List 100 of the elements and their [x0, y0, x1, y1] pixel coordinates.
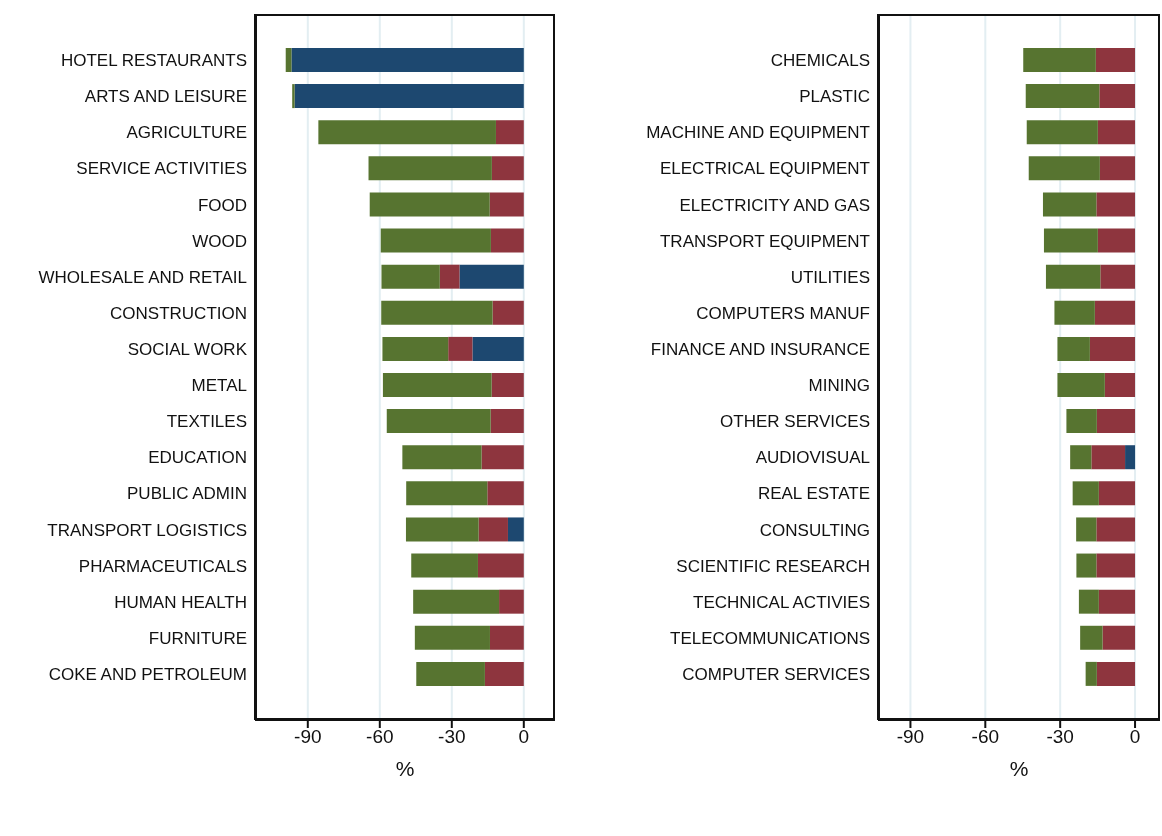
y-tick-label: HOTEL RESTAURANTS [60, 51, 247, 71]
bar [1025, 84, 1100, 109]
x-axis-title: % [1009, 757, 1029, 780]
y-tick-label: WHOLESALE AND RETAIL [38, 267, 247, 287]
bar [1023, 48, 1096, 72]
y-tick-label: SERVICE ACTIVITIES [76, 159, 247, 179]
y-tick-label: PLASTIC [799, 87, 870, 107]
bar [411, 553, 478, 578]
y-tick-label: TRANSPORT EQUIPMENT [659, 231, 870, 251]
bar [386, 409, 491, 434]
x-tick-label: -30 [438, 726, 466, 748]
bar [1100, 264, 1136, 289]
bar [1098, 481, 1136, 506]
y-tick-label: WOOD [192, 231, 247, 251]
bar [1070, 445, 1092, 470]
bar [1080, 625, 1103, 650]
bar [1066, 409, 1097, 434]
y-tick-label: CHEMICALS [770, 51, 870, 71]
bar [1078, 589, 1099, 614]
bar [416, 661, 485, 686]
y-tick-label: COMPUTER SERVICES [682, 664, 870, 684]
y-tick-label: TRANSPORT LOGISTICS [47, 520, 247, 540]
bar [1045, 264, 1101, 289]
y-tick-label: ELECTRICAL EQUIPMENT [659, 159, 870, 179]
bar [1096, 553, 1136, 578]
x-tick-label: -60 [971, 726, 1000, 748]
bar [448, 336, 473, 361]
bar [491, 156, 524, 181]
y-tick-label: HUMAN HEALTH [114, 592, 247, 612]
bar [1097, 120, 1136, 145]
bar [507, 517, 524, 542]
y-tick-label: OTHER SERVICES [720, 412, 870, 432]
bar [1076, 517, 1097, 542]
y-tick-label: FURNITURE [148, 628, 247, 648]
bar [1096, 517, 1136, 542]
bar [472, 336, 524, 361]
bar [489, 625, 524, 650]
y-tick-label: COKE AND PETROLEUM [48, 664, 247, 684]
bar [291, 48, 524, 72]
bar [439, 264, 460, 289]
bar [1099, 156, 1136, 181]
y-tick-label: MACHINE AND EQUIPMENT [646, 123, 870, 143]
y-tick-label: MINING [808, 376, 870, 396]
bar [406, 481, 488, 506]
bar [478, 517, 508, 542]
bar [1076, 553, 1097, 578]
y-tick-label: AUDIOVISUAL [755, 448, 870, 468]
x-tick-label: -90 [294, 726, 322, 748]
bar [477, 553, 524, 578]
bar [318, 120, 496, 145]
bar [484, 661, 524, 686]
bar [487, 481, 524, 506]
y-tick-label: SOCIAL WORK [127, 339, 248, 359]
bar [481, 445, 524, 470]
bar [491, 373, 524, 397]
y-tick-label: ELECTRICITY AND GAS [679, 195, 870, 215]
y-tick-label: PHARMACEUTICALS [78, 556, 247, 576]
bar [1099, 84, 1136, 109]
bar [1102, 625, 1136, 650]
bar [1026, 120, 1098, 145]
bar [381, 300, 493, 325]
y-tick-label: CONSULTING [759, 520, 870, 540]
bar [489, 192, 524, 217]
bar [1125, 445, 1136, 470]
y-tick-label: EDUCATION [148, 448, 247, 468]
y-tick-label: METAL [191, 376, 247, 396]
bar [381, 264, 440, 289]
bar [1098, 589, 1136, 614]
bar [1096, 409, 1136, 434]
y-tick-label: AGRICULTURE [126, 123, 247, 143]
bar [1057, 336, 1090, 361]
bar [405, 517, 479, 542]
bar [380, 228, 491, 253]
x-tick-label: -90 [896, 726, 925, 748]
bar [292, 84, 295, 109]
bar [294, 84, 524, 109]
bar [369, 192, 490, 217]
bar [1096, 661, 1136, 686]
bar [1085, 661, 1097, 686]
y-tick-label: FINANCE AND INSURANCE [650, 339, 870, 359]
bar [368, 156, 492, 181]
bar [382, 336, 449, 361]
y-tick-label: TEXTILES [166, 412, 247, 432]
y-tick-label: UTILITIES [790, 267, 870, 287]
bar [1094, 300, 1136, 325]
x-tick-label: -30 [1046, 726, 1074, 748]
bar [1096, 192, 1136, 217]
bar [492, 300, 524, 325]
bar [402, 445, 482, 470]
bar [1054, 300, 1095, 325]
bar [413, 589, 500, 614]
bar [1104, 373, 1136, 397]
x-tick-label: 0 [518, 726, 530, 748]
bar [490, 228, 524, 253]
bar [1043, 228, 1098, 253]
y-tick-label: TELECOMMUNICATIONS [670, 628, 870, 648]
bar [414, 625, 490, 650]
bar [499, 589, 524, 614]
y-tick-label: REAL ESTATE [757, 484, 870, 504]
y-tick-label: CONSTRUCTION [110, 303, 247, 323]
